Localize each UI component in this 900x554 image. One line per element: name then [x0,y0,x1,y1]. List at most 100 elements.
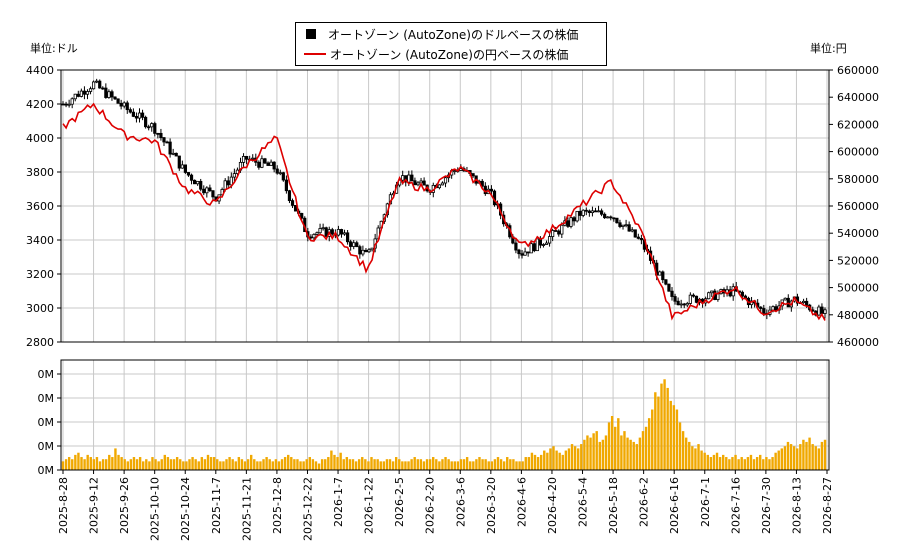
legend-item-dollar: オートゾーン (AutoZone)のドルベースの株価 [304,25,578,43]
volume-bar [256,461,259,470]
volume-bar [135,459,139,470]
right-tick-label: 660000 [837,64,879,77]
candle-body [116,98,120,104]
volume-bar [502,461,506,470]
vol-tick-label: 0M [38,440,55,453]
candle-body [119,102,123,107]
volume-bar [428,459,432,470]
volume-bar [95,457,99,470]
volume-bar [666,387,669,470]
candle-body [682,303,686,306]
candle-body [664,279,668,285]
volume-bar [576,448,580,470]
candle-body [636,236,640,239]
volume-bar [388,459,392,470]
volume-bar [191,457,194,470]
volume-bar [148,461,151,470]
volume-bar [462,459,466,470]
volume-bar [243,461,247,470]
volume-bar [749,454,753,470]
right-axis-ticks: 460000 480000 500000 520000 540000 560000 5800… [829,64,879,349]
candle-body [355,242,359,248]
volume-bar [216,459,219,470]
volume-bar [175,457,179,470]
volume-bar [249,454,253,470]
volume-bar [499,459,503,470]
volume-bar [64,459,68,470]
volume-bar [280,459,284,470]
volume-bar [700,450,703,470]
candle-body [73,93,77,100]
x-tick-label: 2026-4-6 [515,477,528,527]
candle-body [694,295,699,303]
volume-bar [333,454,336,470]
candle-body [61,103,65,106]
line-swatch-icon [304,53,326,55]
candle-body [275,168,279,174]
volume-bar [678,422,682,470]
candle-body [443,177,448,184]
right-tick-label: 560000 [837,200,879,213]
candle-body [211,190,215,198]
candle-body [171,152,175,155]
candle-body [590,210,595,214]
volume-bar [111,457,114,470]
volume-bar [506,457,509,470]
left-unit-label: 単位:ドル [30,42,78,55]
candle-body [245,155,249,160]
volume-grid [61,360,829,471]
volume-bar [432,457,435,470]
volume-bar [357,459,361,470]
candle-body [544,242,549,245]
candle-body [517,249,521,255]
volume-bar [450,461,453,470]
candle-body [346,232,350,243]
candle-body [125,102,129,111]
candle-body [156,132,160,135]
candle-body [584,209,588,212]
candle-body [676,300,680,306]
x-axis-ticks: 2025-8-28 2025-9-12 2025-9-26 2025-10-10 202… [57,470,834,541]
x-tick-label: 2026-7-30 [760,477,773,534]
volume-bar [293,459,296,470]
candle-body [263,158,267,164]
candle-body [257,161,261,168]
candle-body [685,303,689,306]
volume-bar [435,459,438,470]
candle-body [618,222,622,227]
volume-bar [277,461,281,470]
volume-bar [422,461,426,470]
candle-body [349,241,353,247]
volume-bar [163,454,167,470]
right-tick-label: 640000 [837,91,879,104]
volume-bar [570,444,574,470]
candle-body [76,93,80,97]
volume-bar [691,446,694,470]
candle-body [710,290,714,294]
volume-bar [512,459,515,470]
x-tick-label: 2026-7-16 [729,477,742,534]
candle-body [339,229,344,235]
x-tick-label: 2025-9-12 [88,477,101,534]
volume-bar [515,461,518,470]
volume-bar [792,446,796,470]
volume-bar [265,457,268,470]
volume-bar [592,433,595,470]
volume-bar [518,461,521,470]
volume-bar [145,459,148,470]
candle-body [691,294,696,297]
candle-body [162,137,166,143]
candle-body [547,236,552,244]
candle-body [140,112,145,118]
volume-bar [354,461,358,470]
candle-body [342,232,347,235]
candle-body [401,175,405,181]
volume-bar [234,461,237,470]
left-tick-label: 3400 [26,234,54,247]
volume-bar [240,459,244,470]
volume-bar [117,454,120,470]
volume-bar [493,459,497,470]
volume-bar [394,457,398,470]
right-tick-label: 520000 [837,254,879,267]
volume-bar [188,459,191,470]
